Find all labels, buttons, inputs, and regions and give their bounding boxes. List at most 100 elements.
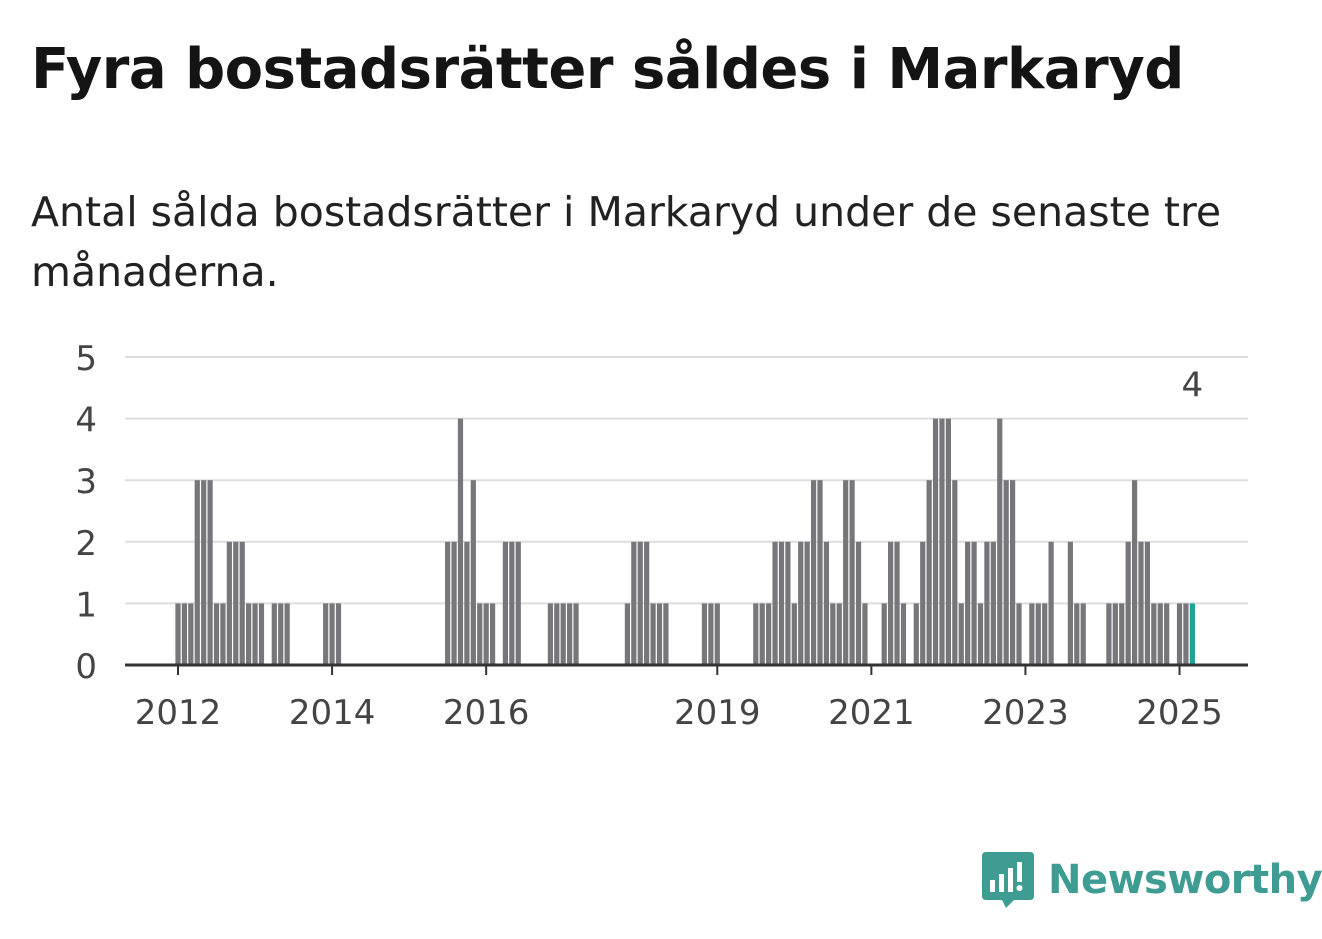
y-tick-label: 1 <box>75 585 97 625</box>
y-tick-label: 4 <box>75 401 97 441</box>
bar-chart: 0 1 2 3 4 5 2012 2014 2016 2019 2021 2023 2025 4 <box>75 339 1248 733</box>
bar <box>708 603 714 665</box>
bar <box>810 480 817 665</box>
bar <box>881 603 887 665</box>
bar <box>888 541 894 665</box>
bar <box>445 541 451 665</box>
x-tick-label: 2014 <box>289 693 376 733</box>
bar <box>1176 603 1183 665</box>
bar <box>573 603 579 665</box>
bar <box>791 603 797 665</box>
x-tick-label: 2021 <box>828 693 915 733</box>
bar <box>201 480 207 665</box>
bar <box>181 603 188 665</box>
bar <box>1074 603 1080 665</box>
bar <box>1106 603 1112 665</box>
brand-name: Newsworthy <box>1048 857 1322 903</box>
bar <box>1016 603 1022 665</box>
newsworthy-logo: Newsworthy <box>980 850 1322 910</box>
bar <box>958 603 964 665</box>
bar <box>817 480 823 665</box>
highlight-bar <box>1189 603 1195 665</box>
bar <box>656 603 663 665</box>
bar <box>920 541 926 665</box>
bar <box>1164 603 1170 665</box>
bar <box>554 603 560 665</box>
bar <box>823 541 830 665</box>
bar <box>1112 603 1118 665</box>
bar <box>1010 480 1016 665</box>
bar <box>977 603 984 665</box>
bar-chart-speech-bubble-icon <box>982 852 1034 908</box>
bar <box>637 541 643 665</box>
bar <box>1029 603 1035 665</box>
bar <box>862 603 868 665</box>
x-tick-label: 2019 <box>674 693 761 733</box>
bar <box>175 603 181 665</box>
bar <box>213 603 220 665</box>
x-tick-label: 2016 <box>443 693 530 733</box>
bar <box>650 603 656 665</box>
bar <box>971 541 977 665</box>
bar <box>470 480 476 665</box>
bar <box>1048 541 1054 665</box>
bar <box>258 603 265 665</box>
bar <box>1157 603 1163 665</box>
bar <box>714 603 720 665</box>
bar <box>451 541 457 665</box>
highlight-value-label: 4 <box>1182 366 1204 406</box>
chart-subtitle: Antal sålda bostadsrätter i Markaryd und… <box>31 188 1222 296</box>
bar <box>631 541 637 665</box>
bar <box>644 541 650 665</box>
bar <box>1151 603 1157 665</box>
bar <box>239 541 245 665</box>
y-axis-ticks: 0 1 2 3 4 5 <box>75 339 97 687</box>
bar <box>952 480 958 665</box>
bar <box>984 541 990 665</box>
bar <box>547 603 553 665</box>
bar <box>804 541 810 665</box>
x-tick-label: 2012 <box>135 693 222 733</box>
bar <box>207 480 213 665</box>
bar <box>1131 480 1138 665</box>
y-tick-label: 5 <box>75 339 97 379</box>
bar <box>464 541 470 665</box>
bar <box>900 603 907 665</box>
bar <box>772 541 778 665</box>
bar <box>457 418 464 665</box>
bar <box>1080 603 1086 665</box>
bar <box>1138 541 1144 665</box>
bar <box>323 603 329 665</box>
bar <box>284 603 290 665</box>
bar <box>509 541 515 665</box>
bar <box>766 603 772 665</box>
bar <box>1035 603 1041 665</box>
bar <box>894 541 900 665</box>
bar <box>335 603 342 665</box>
bar <box>990 541 996 665</box>
bar <box>798 541 804 665</box>
bar <box>1183 603 1189 665</box>
bar <box>965 541 971 665</box>
bar <box>830 603 836 665</box>
bar <box>1067 541 1073 665</box>
bar <box>220 603 226 665</box>
bar <box>246 603 252 665</box>
bar <box>997 418 1003 665</box>
bar <box>252 603 258 665</box>
bar <box>489 603 496 665</box>
x-tick-label: 2023 <box>982 693 1069 733</box>
bar <box>759 603 765 665</box>
bar <box>515 541 521 665</box>
chart-title: Fyra bostadsrätter såldes i Markaryd <box>31 37 1184 102</box>
bar <box>194 480 200 665</box>
bar <box>913 603 919 665</box>
bar <box>932 418 939 665</box>
bar <box>1042 603 1048 665</box>
bar <box>271 603 277 665</box>
bar <box>477 603 483 665</box>
bar <box>926 480 932 665</box>
bar <box>849 480 855 665</box>
bar <box>663 603 669 665</box>
bar <box>836 603 842 665</box>
